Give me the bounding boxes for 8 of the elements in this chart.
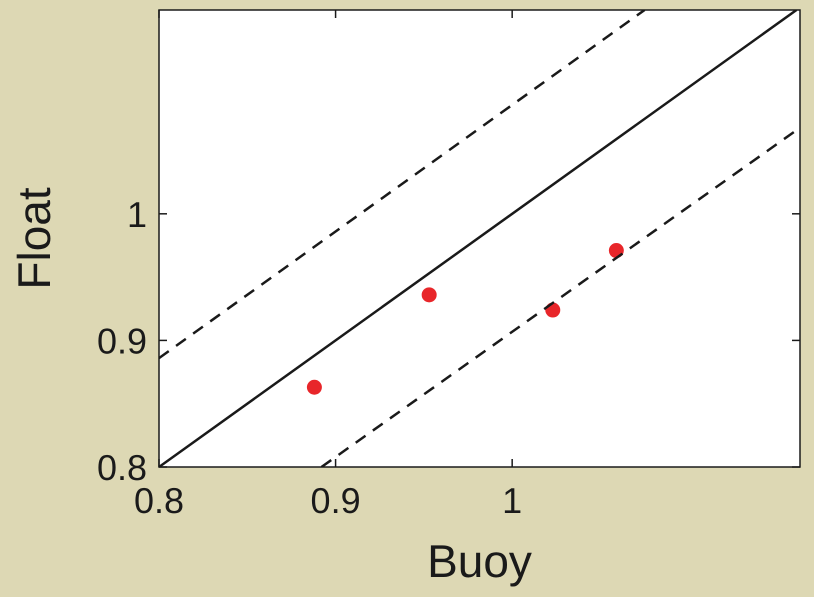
point: [306, 380, 322, 395]
y-tick-label: 0.9: [96, 320, 147, 362]
point: [422, 287, 437, 302]
x-axis-title: Buoy: [427, 535, 532, 587]
x-tick-label: 0.9: [310, 480, 361, 521]
y-tick-label: 1: [126, 194, 147, 235]
y-axis-title: Float: [8, 187, 60, 290]
x-tick-label: 1: [502, 480, 522, 521]
